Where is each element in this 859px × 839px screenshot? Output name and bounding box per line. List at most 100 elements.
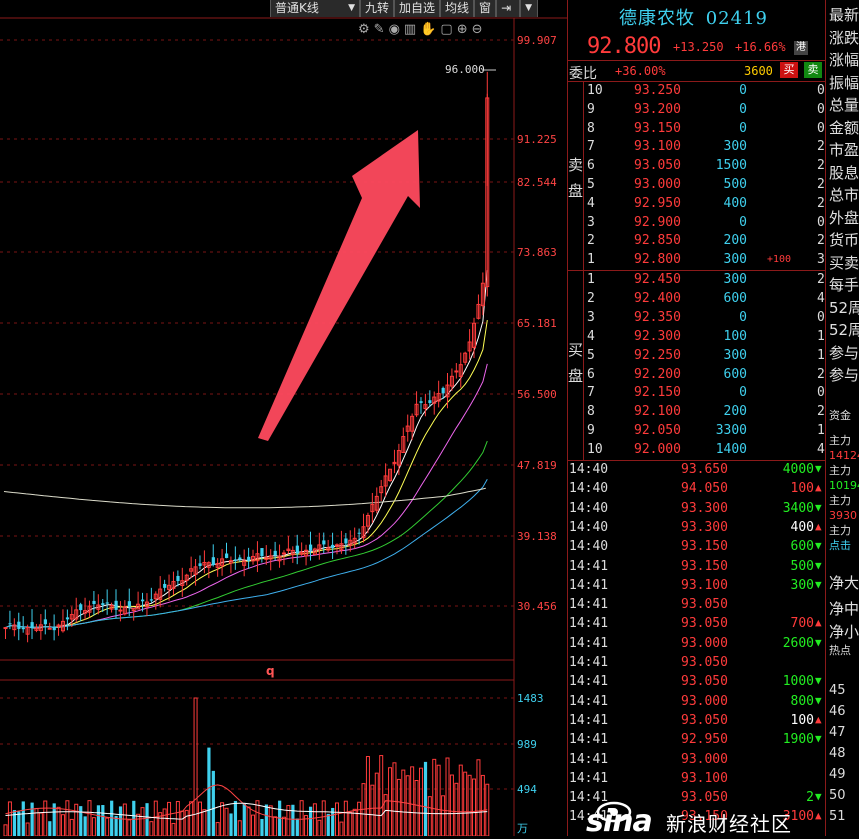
ask-row[interactable]: 1 92.800 300 +100 3 <box>567 251 826 270</box>
zoom-in-icon[interactable]: ⊕ <box>456 22 468 37</box>
bid-row[interactable]: 2 92.400 600 4 <box>567 290 826 309</box>
candle-body <box>141 599 145 602</box>
window-button[interactable]: 窗 <box>474 0 497 17</box>
candle-body <box>158 588 163 600</box>
bid-label: 盘 <box>568 367 584 385</box>
buy-button[interactable]: 买 <box>780 62 798 78</box>
ask-row[interactable]: 2 92.850 200 2 <box>567 232 826 251</box>
volume-bar <box>405 775 410 836</box>
ma-line-button[interactable]: 均线 <box>440 0 475 17</box>
volume-bar <box>260 818 264 836</box>
view-eye-icon[interactable]: ◉ <box>388 22 400 37</box>
ask-row[interactable]: 6 93.050 1500 2 <box>567 157 826 176</box>
bid-row[interactable]: 9 92.050 3300 1 <box>567 422 826 441</box>
volume-bar <box>180 810 185 836</box>
candle-body <box>101 603 105 606</box>
tick-price: 93.050 <box>681 597 728 613</box>
up-arrow-icon: ▲ <box>815 519 822 533</box>
bid-level: 9 <box>587 423 595 439</box>
candle-body <box>290 549 295 556</box>
volume-bar <box>48 821 52 836</box>
down-arrow-icon: ▼ <box>815 732 822 746</box>
ask-row[interactable]: 8 93.150 0 0 <box>567 120 826 139</box>
window-icon[interactable]: ▢ <box>440 22 453 37</box>
kline-chart-panel[interactable]: 普通K线 ▼ 九转 加自选 均线 窗 ⇥ ▼ ⚙ ✎ ◉ ▥ ✋ ▢ ⊕ ⊖ 9… <box>0 0 567 836</box>
up-trend-arrow <box>258 130 420 441</box>
add-watchlist-button[interactable]: 加自选 <box>394 0 441 17</box>
trade-tick-row: 14:41 93.050 100 ▲ <box>567 712 826 731</box>
candle-body <box>198 563 202 567</box>
ask-row[interactable]: 5 93.000 500 2 <box>567 176 826 195</box>
bid-row[interactable]: 1 92.450 300 2 <box>567 271 826 290</box>
volume-bar <box>427 796 432 836</box>
more-dropdown-icon[interactable]: ▼ <box>520 0 539 17</box>
candle-body <box>449 375 454 387</box>
bid-order-count: 0 <box>817 309 825 325</box>
bid-row[interactable]: 10 92.000 1400 4 <box>567 441 826 460</box>
bid-row[interactable]: 6 92.200 600 2 <box>567 366 826 385</box>
bid-row[interactable]: 3 92.350 0 0 <box>567 309 826 328</box>
candle-body <box>374 495 379 511</box>
side-field-label: 总市 <box>829 186 859 204</box>
ask-row[interactable]: 3 92.900 0 0 <box>567 214 826 233</box>
candle-body <box>220 558 225 567</box>
candle-body <box>365 514 370 527</box>
candle-body <box>273 550 277 556</box>
kline-chart-canvas[interactable] <box>0 0 567 836</box>
candle-body <box>60 620 65 632</box>
up-arrow-icon: ▲ <box>815 616 822 630</box>
candle-body <box>255 553 260 562</box>
tick-time: 14:40 <box>569 500 609 516</box>
sell-button[interactable]: 卖 <box>804 62 822 78</box>
zoom-out-icon[interactable]: ⊖ <box>471 22 483 37</box>
candle-body <box>361 526 366 539</box>
bid-price: 92.250 <box>634 347 681 363</box>
volume-bar <box>357 801 362 836</box>
ask-volume: 400 <box>723 195 747 211</box>
draw-pen-icon[interactable]: ✎ <box>373 22 385 37</box>
delete-icon[interactable]: ▥ <box>403 22 417 37</box>
volume-bar <box>79 806 83 836</box>
ask-row[interactable]: 10 93.250 0 0 <box>567 82 826 101</box>
hand-drag-icon[interactable]: ✋ <box>420 22 437 37</box>
ma-line <box>5 479 488 629</box>
bid-row[interactable]: 4 92.300 100 1 <box>567 328 826 347</box>
volume-bar <box>65 800 70 836</box>
volume-bar <box>122 803 127 836</box>
down-arrow-icon: ▼ <box>815 462 822 475</box>
ask-row[interactable]: 9 93.200 0 0 <box>567 101 826 120</box>
bid-row[interactable]: 5 92.250 300 1 <box>567 347 826 366</box>
stock-info-side-panel: 最新 涨跌 涨幅 振幅 总量 金额 市盈 股息 总市 外盘 货币 买卖 每手 52周 52周 参与 参与 资金 主力… <box>826 0 859 836</box>
candle-body <box>401 436 406 453</box>
candle-body <box>441 387 445 394</box>
ma-line <box>5 440 488 629</box>
side-field-label: 买卖 <box>829 253 859 272</box>
trade-ticks-list[interactable]: 14:40 93.650 4000 ▼ 14:40 94.050 100 ▲ 14:40 93.3… <box>567 461 826 836</box>
side-field-label: 金额 <box>829 118 859 137</box>
candlesticks <box>3 71 490 643</box>
expand-panel-icon[interactable]: ⇥ <box>496 0 521 17</box>
bid-row[interactable]: 8 92.100 200 2 <box>567 403 826 422</box>
volume-bar <box>445 757 450 836</box>
ask-row[interactable]: 4 92.950 400 2 <box>567 195 826 214</box>
candle-body <box>454 370 459 373</box>
bid-volume: 0 <box>739 385 747 401</box>
candle-body <box>312 548 317 556</box>
bid-row[interactable]: 7 92.150 0 0 <box>567 384 826 403</box>
volume-bar <box>291 804 295 836</box>
volume-bar <box>392 762 397 836</box>
bid-price: 92.000 <box>634 442 681 458</box>
main-net-label: 主力 <box>829 494 851 507</box>
side-field-label: 涨幅 <box>829 51 859 69</box>
settings-icon[interactable]: ⚙ <box>358 22 370 37</box>
click-detail-link[interactable]: 点击 <box>829 539 851 552</box>
candle-body <box>74 609 79 620</box>
candle-body <box>458 364 463 377</box>
ask-row[interactable]: 7 93.100 300 2 <box>567 138 826 157</box>
candle-body <box>331 544 335 549</box>
volume-bar <box>12 810 17 836</box>
nine-turn-button[interactable]: 九转 <box>360 0 395 17</box>
candle-body <box>176 575 180 582</box>
ask-volume: 500 <box>723 177 747 192</box>
kline-type-select[interactable]: 普通K线 ▼ <box>270 0 360 17</box>
